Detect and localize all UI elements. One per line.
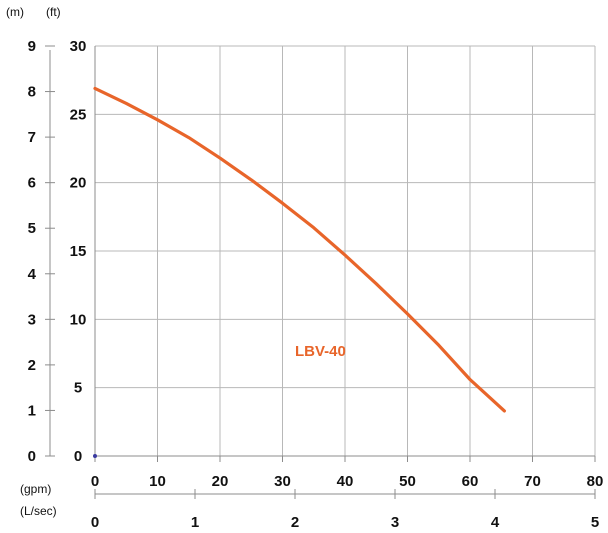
unit-label-lsec: (L/sec) xyxy=(20,504,57,518)
y-m-tick-label-0: 0 xyxy=(28,448,36,465)
origin-marker xyxy=(93,454,97,458)
x-lsec-tick-label-1: 1 xyxy=(191,514,199,531)
x-lsec-tick-label-5: 5 xyxy=(591,514,599,531)
y-m-tick-label-3: 3 xyxy=(28,311,36,328)
y-ft-tick-label-20: 20 xyxy=(70,175,87,192)
y-m-tick-label-1: 1 xyxy=(28,402,36,419)
y-m-tick-label-4: 4 xyxy=(28,266,37,283)
x-gpm-tick-label-20: 20 xyxy=(212,473,229,490)
y-ft-tick-label-15: 15 xyxy=(70,243,87,260)
unit-label-gpm: (gpm) xyxy=(20,482,51,496)
x-lsec-tick-label-0: 0 xyxy=(91,514,99,531)
x-gpm-tick-label-80: 80 xyxy=(587,473,604,490)
y-m-tick-label-9: 9 xyxy=(28,38,36,55)
y-m-tick-label-7: 7 xyxy=(28,129,36,146)
y-ft-tick-label-25: 25 xyxy=(70,106,87,123)
y-ft-tick-label-5: 5 xyxy=(74,380,82,397)
y-ft-tick-label-0: 0 xyxy=(74,448,82,465)
x-gpm-tick-label-10: 10 xyxy=(149,473,166,490)
y-ft-tick-label-10: 10 xyxy=(70,311,87,328)
x-gpm-tick-label-0: 0 xyxy=(91,473,99,490)
y-ft-tick-label-30: 30 xyxy=(70,38,87,55)
series-line-0 xyxy=(93,86,506,413)
x-lsec-tick-label-4: 4 xyxy=(491,514,500,531)
tick-labels: (m) (ft)(gpm)(L/sec)012345678905101520253… xyxy=(6,5,603,531)
unit-label-m: (m) xyxy=(6,5,24,19)
y-m-tick-label-6: 6 xyxy=(28,175,36,192)
y-m-tick-label-2: 2 xyxy=(28,357,36,374)
series-label-0: LBV-40 xyxy=(295,343,346,360)
x-gpm-tick-label-70: 70 xyxy=(524,473,541,490)
y-m-tick-label-8: 8 xyxy=(28,84,36,101)
x-lsec-tick-label-3: 3 xyxy=(391,514,399,531)
grid-lines xyxy=(94,45,596,457)
y-m-tick-label-5: 5 xyxy=(28,220,36,237)
x-gpm-tick-label-50: 50 xyxy=(399,473,416,490)
x-gpm-tick-label-60: 60 xyxy=(462,473,479,490)
x-gpm-tick-label-30: 30 xyxy=(274,473,291,490)
x-lsec-tick-label-2: 2 xyxy=(291,514,299,531)
series-layer: LBV-40 xyxy=(93,86,506,458)
unit-label-ft: (ft) xyxy=(46,5,61,19)
axes xyxy=(45,45,596,499)
x-gpm-tick-label-40: 40 xyxy=(337,473,354,490)
